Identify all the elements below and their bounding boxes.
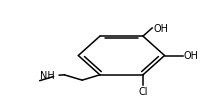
Text: OH: OH: [153, 24, 168, 34]
Text: NH: NH: [40, 70, 55, 80]
Text: Cl: Cl: [138, 86, 148, 96]
Text: OH: OH: [184, 51, 199, 61]
